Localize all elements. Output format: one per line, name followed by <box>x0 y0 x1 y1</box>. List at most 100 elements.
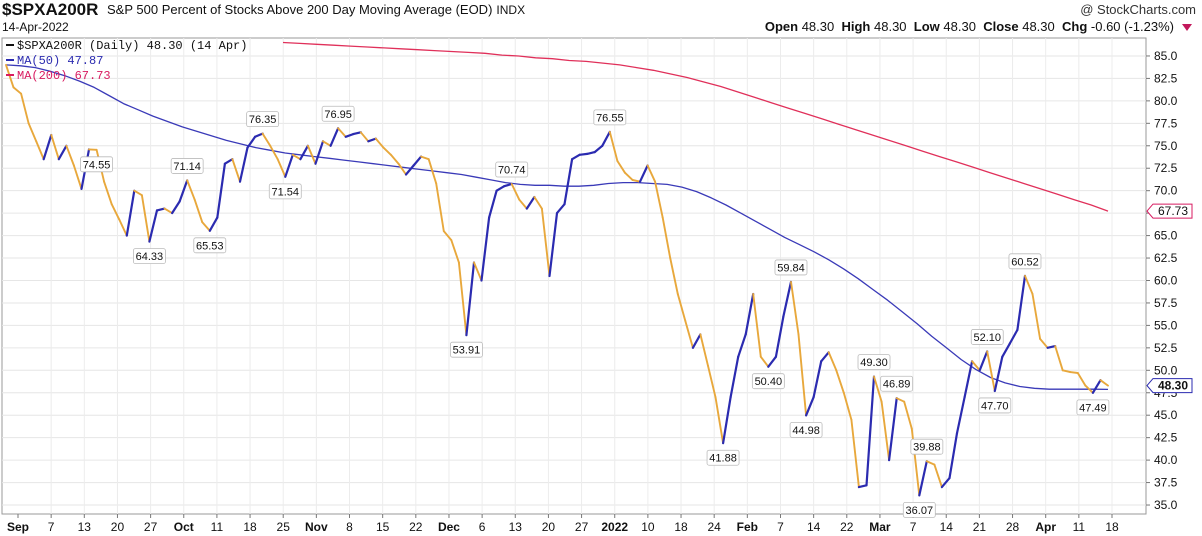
plot-frame <box>1 37 1147 515</box>
data-label-box <box>978 397 1012 414</box>
data-label-box <box>321 105 355 122</box>
price-segment-down <box>1099 379 1109 387</box>
price-segment-down <box>880 400 891 462</box>
low-label: Low <box>913 19 940 34</box>
x-tick-label: 21 <box>973 520 987 534</box>
x-tick-label: 14 <box>940 520 954 534</box>
y-axis: 35.037.540.042.545.047.550.052.555.057.5… <box>1146 49 1178 512</box>
x-tick-label: 22 <box>409 520 423 534</box>
price-segment-down <box>359 131 370 143</box>
price-segment-up <box>412 155 423 167</box>
data-label: 44.98 <box>792 425 820 437</box>
x-tick-label: 7 <box>910 520 917 534</box>
price-segment-up <box>744 292 755 336</box>
x-tick-label: 18 <box>243 520 257 534</box>
price-segment-up <box>178 179 189 203</box>
data-label-box <box>495 161 529 178</box>
data-label-box <box>751 373 785 390</box>
exchange-label: INDX <box>496 3 526 17</box>
price-segment-up <box>480 216 491 282</box>
price-segment-down <box>442 230 453 242</box>
price-segment-up <box>978 350 989 372</box>
x-tick-label: Apr <box>1035 520 1056 534</box>
price-segment-down <box>231 158 241 183</box>
price-segment-up <box>148 209 159 243</box>
last-value-labels: 48.30 67.73 <box>1146 203 1193 394</box>
price-segment-down <box>616 160 626 174</box>
price-segment-down <box>382 146 392 156</box>
price-segment-down <box>140 194 151 243</box>
price-segment-up <box>125 189 136 237</box>
price-segment-up <box>223 158 234 165</box>
data-label: 74.55 <box>83 159 111 171</box>
price-segment-up <box>570 153 581 161</box>
x-tick-label: 24 <box>708 520 722 534</box>
data-label: 76.55 <box>596 112 624 124</box>
price-segment-down <box>163 207 174 215</box>
price-segment-up <box>820 351 830 363</box>
high-value: 48.30 <box>874 19 907 34</box>
data-label: 70.74 <box>498 165 526 177</box>
close-label: Close <box>983 19 1019 34</box>
low-value: 48.30 <box>943 19 976 34</box>
price-segment-down <box>873 375 883 403</box>
price-segment-up <box>238 146 249 183</box>
x-tick-label: 2022 <box>601 520 628 534</box>
y-tick-label: 80.0 <box>1154 94 1178 108</box>
data-label-box <box>246 111 280 128</box>
data-label-box <box>774 259 808 276</box>
data-label: 64.33 <box>136 251 164 263</box>
price-segment-down <box>1031 293 1042 340</box>
price-segment-up <box>329 127 340 147</box>
x-tick-label: Nov <box>305 520 328 534</box>
price-series <box>5 63 1109 497</box>
data-label-box <box>593 109 627 126</box>
brand-logo[interactable]: @ StockCharts.com <box>1080 2 1196 17</box>
y-tick-label: 55.0 <box>1154 318 1178 332</box>
price-segment-down <box>684 319 694 349</box>
price-segment-up <box>57 144 68 161</box>
y-tick-label: 52.5 <box>1154 341 1178 355</box>
price-segment-up <box>155 207 166 212</box>
x-tick-label: 22 <box>840 520 854 534</box>
x-tick-label: 20 <box>111 520 125 534</box>
price-segment-up <box>42 133 53 161</box>
y-tick-label: 72.5 <box>1154 161 1178 175</box>
x-tick-label: 18 <box>1105 520 1119 534</box>
price-segment-up <box>865 375 876 487</box>
price-segment-down <box>35 140 45 161</box>
y-tick-label: 82.5 <box>1154 71 1178 85</box>
price-segment-down <box>306 144 317 165</box>
y-tick-label: 60.0 <box>1154 273 1178 287</box>
price-segment-up <box>1001 342 1012 358</box>
price-segment-down <box>72 164 83 190</box>
price-segment-up <box>948 432 959 480</box>
data-label: 46.89 <box>883 379 911 391</box>
x-tick-label: 14 <box>807 520 821 534</box>
data-label-box <box>1008 253 1042 270</box>
price-segment-up <box>737 333 747 358</box>
price-segment-up <box>555 203 566 215</box>
price-segment-down <box>608 130 619 162</box>
last-value-label: 48.30 <box>1158 379 1188 393</box>
symbol-label: $SPXA200R <box>2 0 99 19</box>
ma200-line <box>282 41 1109 212</box>
price-segment-down <box>276 158 287 178</box>
price-segment-down <box>1069 371 1079 374</box>
price-segment-down <box>269 144 279 161</box>
price-segment-down <box>631 178 641 183</box>
price-segment-down <box>790 280 800 336</box>
data-label-box <box>80 156 113 173</box>
high-label: High <box>841 19 871 34</box>
price-segment-up <box>774 315 785 358</box>
price-segment-up <box>465 261 476 337</box>
data-label: 65.53 <box>196 240 224 252</box>
data-label: 71.14 <box>173 161 201 173</box>
x-tick-label: Oct <box>174 520 194 534</box>
price-segment-down <box>714 396 725 445</box>
x-tick-label: Mar <box>869 520 891 534</box>
price-segment-up <box>563 158 574 206</box>
data-label-box <box>450 341 483 358</box>
data-labels: 74.55 64.33 71.14 65.53 76.35 71.54 76.95 53.91… <box>80 105 1110 518</box>
